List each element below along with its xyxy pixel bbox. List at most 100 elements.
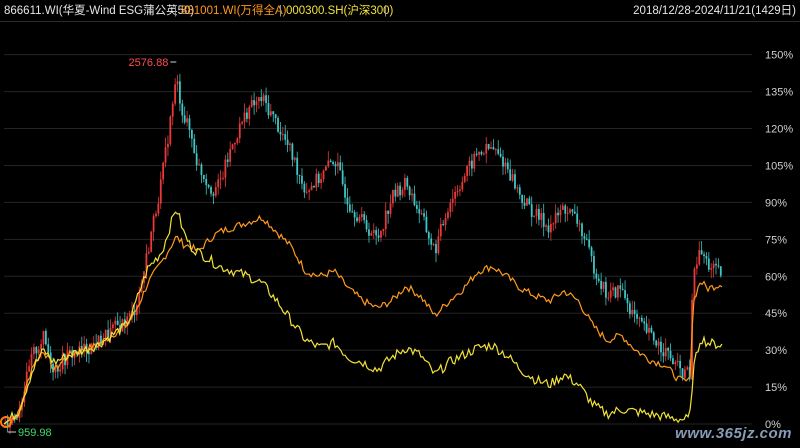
- candle-body: [222, 177, 224, 179]
- candle-body: [380, 231, 382, 238]
- candle-body: [523, 202, 526, 206]
- candle-body: [260, 97, 263, 102]
- candle-body: [329, 160, 332, 162]
- candle-body: [573, 211, 576, 214]
- candle-body: [375, 230, 378, 236]
- candle-body: [341, 170, 344, 185]
- candle-body: [511, 174, 514, 181]
- candle-body: [190, 129, 193, 139]
- candle-body: [628, 303, 631, 315]
- candle-body: [540, 213, 543, 220]
- candle-body: [231, 144, 234, 149]
- candle-body: [475, 153, 478, 155]
- candle-body: [423, 213, 425, 217]
- candle-body: [322, 170, 325, 180]
- candle-body: [478, 151, 480, 155]
- candle-body: [334, 164, 337, 167]
- candle-body: [554, 212, 557, 224]
- candle-body: [590, 247, 593, 257]
- candle-body: [552, 223, 555, 225]
- candle-body: [40, 344, 42, 350]
- candle-body: [669, 350, 672, 359]
- candle-body: [200, 164, 203, 175]
- candle-body: [150, 231, 153, 252]
- chart-annotations: 2576.88 959.98: [0, 57, 177, 439]
- candle-body: [676, 360, 679, 363]
- candle-body: [681, 368, 684, 378]
- candle-body: [693, 268, 696, 300]
- candle-body: [238, 123, 241, 139]
- candle-body: [545, 225, 547, 227]
- candle-body: [705, 256, 708, 259]
- candle-body: [44, 330, 47, 345]
- candle-body: [631, 309, 634, 315]
- y-tick-label: 15%: [765, 382, 787, 394]
- candle-body: [447, 211, 449, 218]
- candle-body: [6, 422, 9, 428]
- candle-body: [600, 280, 603, 289]
- candle-body: [28, 366, 31, 372]
- candle-body: [351, 211, 354, 213]
- candle-body: [145, 253, 148, 272]
- candle-body: [485, 144, 488, 154]
- candle-body: [138, 292, 141, 306]
- candle-body: [655, 340, 658, 346]
- candle-body: [370, 233, 373, 236]
- candle-body: [198, 164, 200, 166]
- chart-legend-header: 866611.WI(华夏-Wind ESG蒲公英50) | 881001.WI(…: [0, 0, 800, 22]
- candle-body: [549, 223, 552, 233]
- candle-body: [281, 134, 284, 136]
- candle-body: [384, 210, 387, 230]
- candle-body: [356, 217, 358, 222]
- legend-separator: |: [384, 5, 387, 17]
- legend-series-c[interactable]: 000300.SH(沪深300): [286, 5, 394, 17]
- candle-body: [202, 174, 205, 179]
- candle-body: [253, 100, 256, 106]
- candle-body: [277, 118, 279, 132]
- candle-body: [557, 212, 559, 216]
- candle-body: [42, 330, 45, 345]
- candle-body: [360, 214, 363, 218]
- candle-body: [564, 205, 567, 214]
- candle-body: [695, 264, 698, 269]
- candle-body: [542, 213, 545, 227]
- legend-series-a[interactable]: 866611.WI(华夏-Wind ESG蒲公英50): [4, 5, 195, 17]
- candle-body: [382, 229, 385, 232]
- candle-body: [411, 193, 413, 196]
- candle-body: [425, 216, 428, 233]
- candle-body: [284, 134, 287, 140]
- candle-body: [502, 156, 504, 167]
- candle-body: [274, 114, 277, 119]
- date-range-label[interactable]: 2018/12/28-2024/11/21(1429日): [633, 5, 796, 17]
- candle-body: [559, 209, 562, 216]
- candle-body: [533, 215, 536, 217]
- candle-body: [667, 348, 670, 351]
- candle-body: [509, 169, 512, 181]
- candle-body: [47, 344, 50, 353]
- candle-body: [595, 273, 598, 279]
- candle-body: [612, 287, 615, 291]
- candle-body: [217, 179, 220, 188]
- watermark-logo: www.365jz.com: [675, 425, 792, 442]
- chart-plot-area[interactable]: 0% 15% 30% 45% 60% 75% 90% 105% 120% 135% 150% 257…: [0, 22, 800, 448]
- candle-body: [585, 238, 588, 240]
- candle-body: [657, 341, 660, 346]
- candle-body: [157, 203, 160, 214]
- candle-body: [327, 160, 330, 167]
- candle-body: [363, 214, 366, 221]
- candle-body: [466, 165, 469, 176]
- candle-body: [296, 157, 299, 175]
- candle-body: [583, 236, 586, 239]
- candle-body: [435, 244, 437, 254]
- candle-body: [684, 369, 686, 378]
- candle-body: [456, 190, 459, 192]
- legend-series-b[interactable]: 881001.WI(万得全A): [181, 5, 287, 17]
- candle-body: [320, 179, 323, 184]
- candle-body: [650, 327, 653, 333]
- candle-body: [377, 235, 380, 238]
- candle-body: [499, 153, 502, 157]
- candle-body: [672, 358, 674, 365]
- candle-body: [717, 265, 720, 267]
- candle-body: [248, 106, 251, 119]
- candle-body: [358, 217, 361, 222]
